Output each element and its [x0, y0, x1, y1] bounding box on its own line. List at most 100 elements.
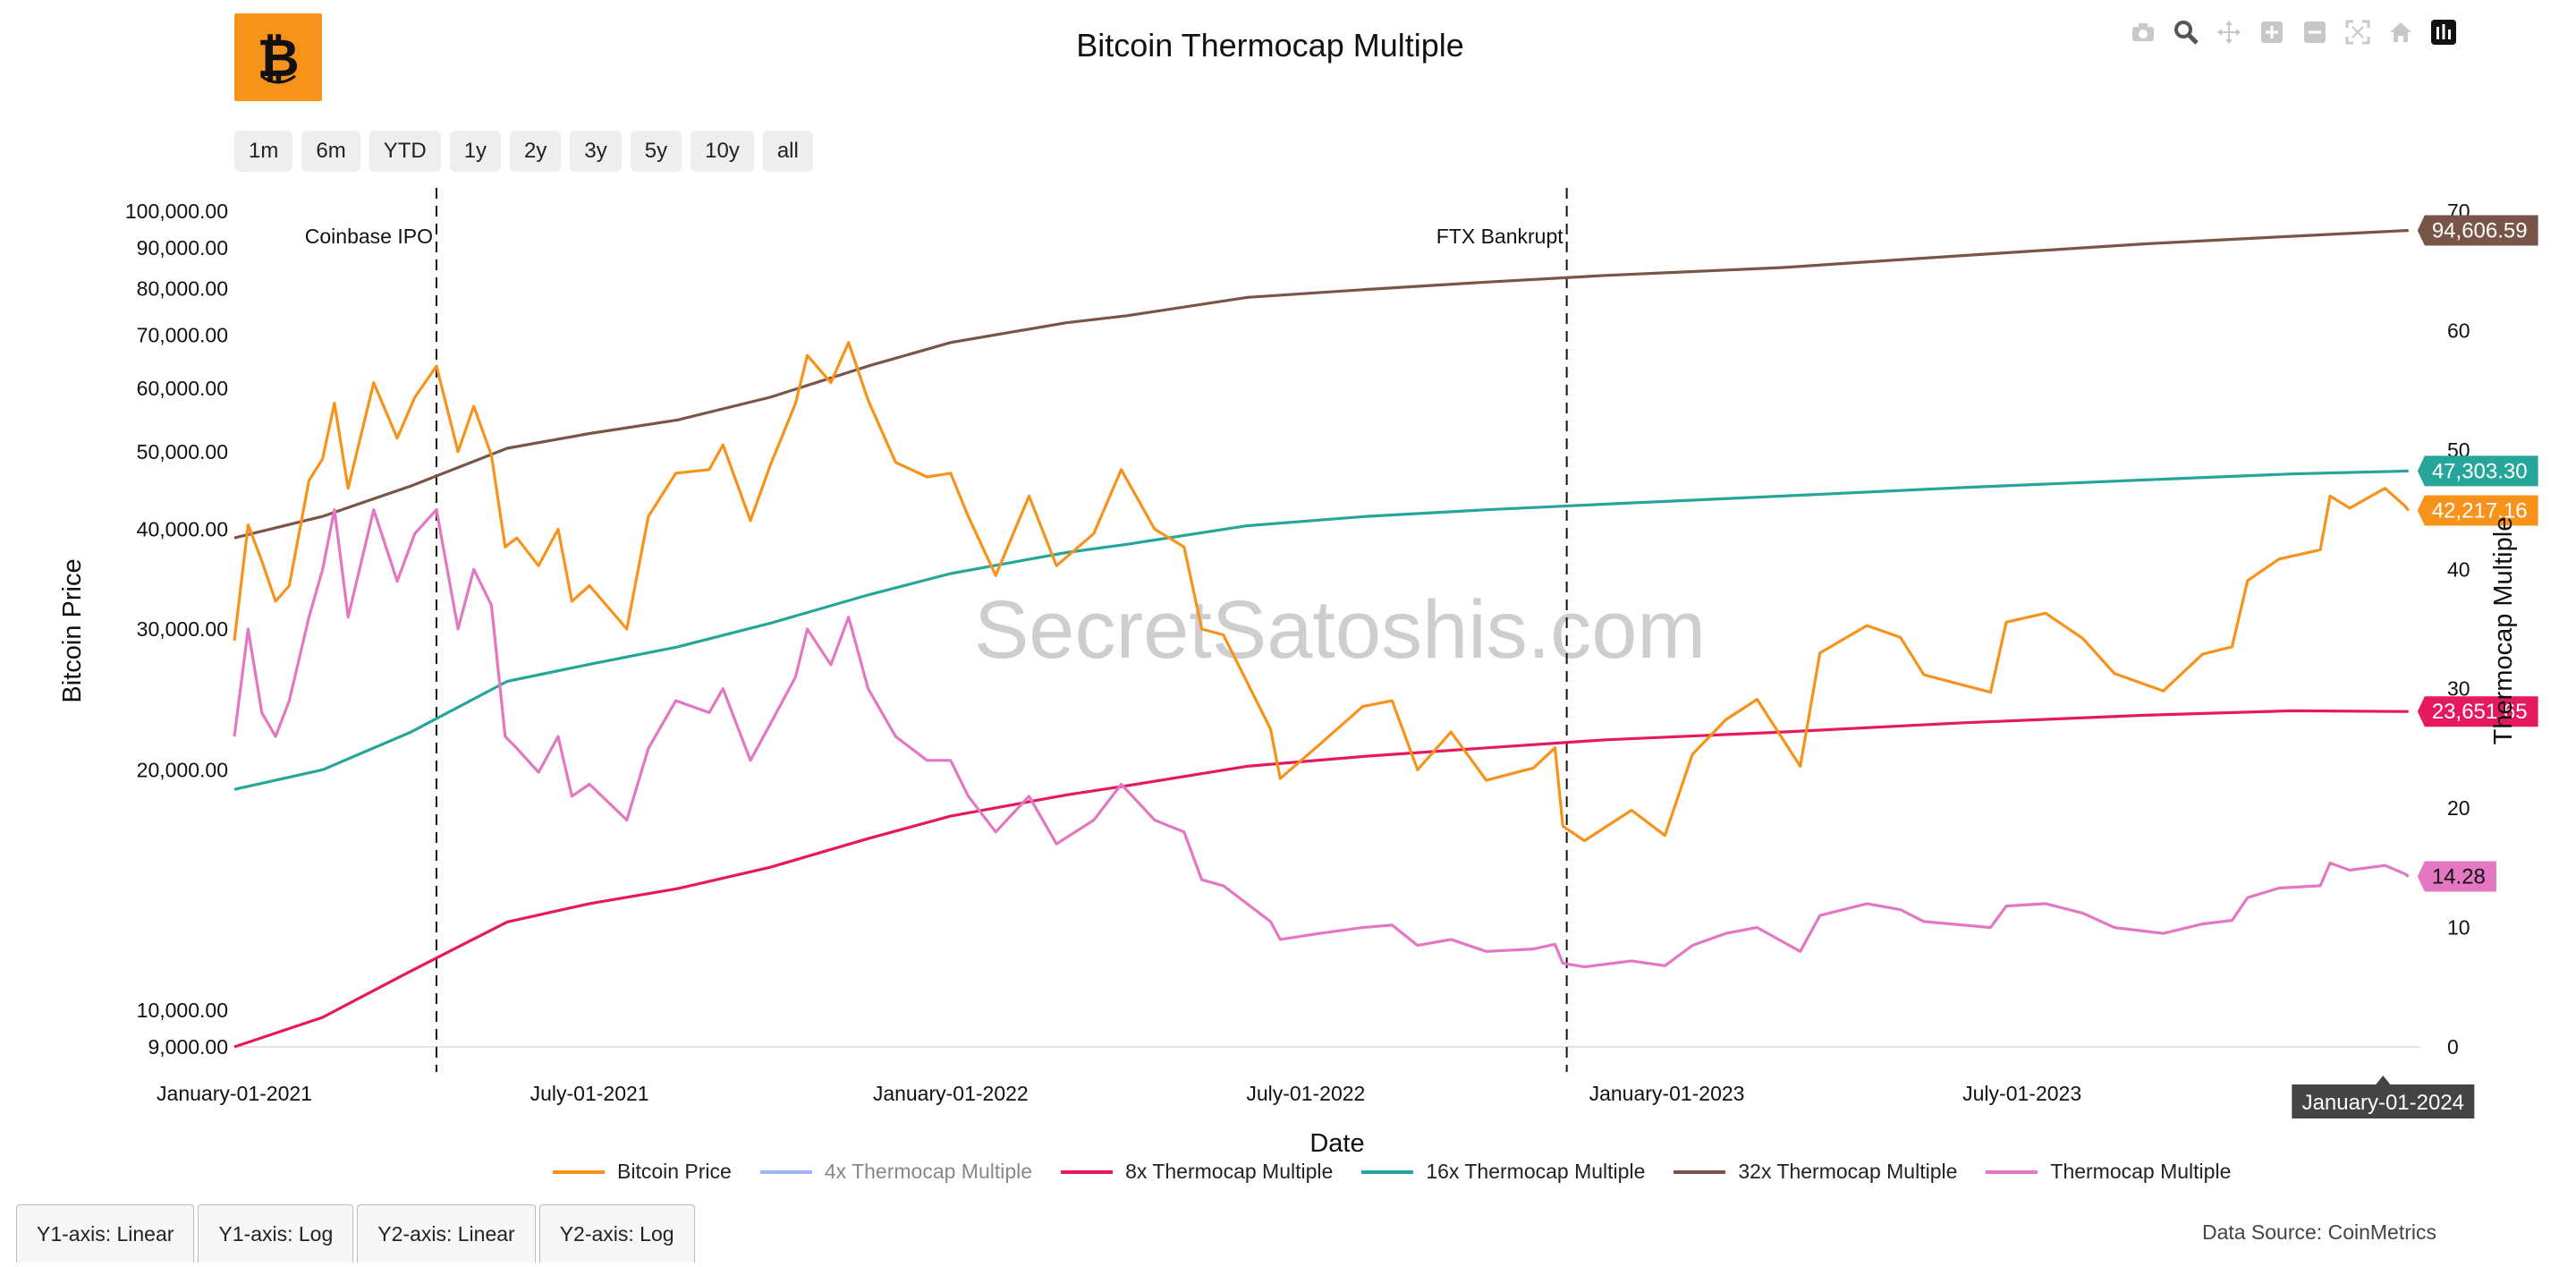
zoom-out-icon[interactable]: [2301, 18, 2329, 47]
x-axis-ticks: January-01-2021 July-01-2021 January-01-20…: [157, 1082, 2461, 1105]
legend-swatch: [553, 1169, 605, 1174]
annotations: Coinbase IPO FTX Bankrupt: [305, 188, 1568, 1072]
legend-label: 4x Thermocap Multiple: [824, 1160, 1033, 1183]
last-value-text: 47,303.30: [2432, 459, 2528, 483]
axis-scale-buttons: Y1-axis: Linear Y1-axis: Log Y2-axis: Line…: [16, 1204, 695, 1263]
last-value-text: 42,217.16: [2432, 498, 2528, 523]
legend-label: Thermocap Multiple: [2050, 1160, 2232, 1183]
pan-icon[interactable]: [2215, 18, 2243, 47]
y-tick-label: 9,000.00: [148, 1035, 228, 1059]
axis-scale-button-y1-axis-linear[interactable]: Y1-axis: Linear: [16, 1204, 195, 1263]
x-tick-label: July-01-2023: [1962, 1082, 2081, 1105]
x-tick-label: January-01-2023: [1589, 1082, 1745, 1105]
axis-scale-button-y2-axis-linear[interactable]: Y2-axis: Linear: [357, 1204, 536, 1263]
legend-label: Bitcoin Price: [617, 1160, 732, 1183]
y-axis-title: Bitcoin Price: [58, 558, 87, 702]
legend-swatch: [1674, 1169, 1726, 1174]
range-selector: 1m 6m YTD 1y 2y 3y 5y 10y all: [234, 131, 813, 172]
y-tick-label: 100,000.00: [125, 200, 228, 223]
y2-axis-title: Thermocap Multiple: [2489, 517, 2518, 745]
camera-icon[interactable]: [2129, 18, 2157, 47]
y-tick-label: 40,000.00: [137, 517, 228, 540]
last-value-text: 94,606.59: [2432, 219, 2528, 243]
series-line-16x-thermocap-multiple[interactable]: [233, 469, 2409, 791]
legend-label: 16x Thermocap Multiple: [1426, 1160, 1646, 1183]
axis-scale-button-y1-axis-log[interactable]: Y1-axis: Log: [198, 1204, 354, 1263]
hover-box: [2292, 1076, 2475, 1118]
y-tick-label: 80,000.00: [137, 277, 228, 301]
annotation-label: FTX Bankrupt: [1436, 225, 1563, 248]
hover-x-label: January-01-2024: [2292, 1076, 2475, 1118]
plotly-logo-icon[interactable]: [2429, 18, 2458, 47]
watermark: SecretSatoshis.com: [974, 584, 1706, 676]
zoom-icon[interactable]: [2172, 18, 2200, 47]
y2-tick-label: 60: [2447, 319, 2470, 342]
home-icon[interactable]: [2386, 18, 2415, 47]
legend-item[interactable]: Bitcoin Price: [553, 1160, 732, 1184]
chart-title: Bitcoin Thermocap Multiple: [1076, 27, 1464, 64]
range-button-ytd[interactable]: YTD: [369, 131, 441, 172]
series-line-thermocap-multiple[interactable]: [233, 508, 2410, 969]
series-layer[interactable]: [233, 228, 2411, 1049]
hover-x-text: January-01-2024: [2302, 1091, 2464, 1115]
legend-item[interactable]: 8x Thermocap Multiple: [1061, 1160, 1333, 1184]
range-button-2y[interactable]: 2y: [510, 131, 562, 172]
legend: Bitcoin Price 4x Thermocap Multiple 8x The…: [553, 1160, 2259, 1184]
x-tick-label: January-01-2022: [873, 1082, 1029, 1105]
series-line-32x-thermocap-multiple[interactable]: [233, 228, 2409, 540]
legend-item[interactable]: Thermocap Multiple: [1986, 1160, 2231, 1184]
range-button-10y[interactable]: 10y: [691, 131, 754, 172]
last-value-label: 23,651.65: [2417, 696, 2538, 727]
last-value-box: [2417, 215, 2538, 246]
range-button-all[interactable]: all: [762, 131, 813, 172]
data-source-note: Data Source: CoinMetrics: [2201, 1220, 2436, 1244]
y2-tick-label: 20: [2447, 796, 2470, 820]
last-value-label: 42,217.16: [2417, 495, 2538, 526]
x-tick-label: July-01-2021: [530, 1082, 649, 1105]
legend-label: 8x Thermocap Multiple: [1125, 1160, 1334, 1183]
y2-tick-label: 40: [2447, 557, 2470, 581]
range-button-1m[interactable]: 1m: [234, 131, 293, 172]
legend-label: 32x Thermocap Multiple: [1738, 1160, 1958, 1183]
y-tick-label: 20,000.00: [137, 758, 228, 781]
last-value-box: [2417, 696, 2538, 727]
y-tick-label: 70,000.00: [137, 323, 228, 346]
y-tick-label: 30,000.00: [137, 617, 228, 641]
last-value-text: 23,651.65: [2432, 700, 2528, 724]
last-value-box: [2417, 455, 2538, 487]
y2-tick-label: 10: [2447, 916, 2470, 940]
legend-swatch: [1061, 1169, 1114, 1174]
x-tick-label: July-01-2022: [1246, 1082, 1365, 1105]
y2-tick-label: 0: [2447, 1035, 2459, 1059]
y-axis-ticks: 9,000.00 10,000.00 20,000.00 30,000.00 40,00…: [125, 200, 228, 1059]
autoscale-icon[interactable]: [2343, 18, 2372, 47]
bitcoin-logo: ₿: [234, 13, 322, 101]
range-button-5y[interactable]: 5y: [630, 131, 682, 172]
legend-swatch: [1986, 1169, 2038, 1174]
last-value-text: 14.28: [2432, 864, 2486, 889]
legend-item[interactable]: 32x Thermocap Multiple: [1674, 1160, 1957, 1184]
range-button-1y[interactable]: 1y: [449, 131, 502, 172]
last-value-labels: 42,217.16 23,651.65 47,303.30 94,606.59 14.2…: [2417, 215, 2538, 892]
legend-swatch: [1361, 1169, 1414, 1174]
y-tick-label: 50,000.00: [137, 440, 228, 463]
legend-swatch: [759, 1169, 812, 1174]
range-button-3y[interactable]: 3y: [570, 131, 622, 172]
x-tick-label: January-01-2021: [157, 1082, 312, 1105]
last-value-box: [2417, 495, 2538, 526]
series-line-8x-thermocap-multiple[interactable]: [233, 709, 2409, 1049]
legend-item[interactable]: 4x Thermocap Multiple: [759, 1160, 1033, 1184]
range-button-6m[interactable]: 6m: [301, 131, 360, 172]
x-axis-title: Date: [1309, 1129, 1364, 1158]
legend-item[interactable]: 16x Thermocap Multiple: [1361, 1160, 1645, 1184]
series-line-bitcoin-price[interactable]: [233, 341, 2411, 843]
last-value-label: 14.28: [2417, 861, 2496, 892]
zoom-in-icon[interactable]: [2258, 18, 2286, 47]
last-value-label: 47,303.30: [2417, 455, 2538, 487]
svg-text:₿: ₿: [257, 28, 299, 89]
annotation-label: Coinbase IPO: [305, 225, 433, 248]
modebar: [2129, 18, 2458, 48]
axis-scale-button-y2-axis-log[interactable]: Y2-axis: Log: [538, 1204, 695, 1263]
